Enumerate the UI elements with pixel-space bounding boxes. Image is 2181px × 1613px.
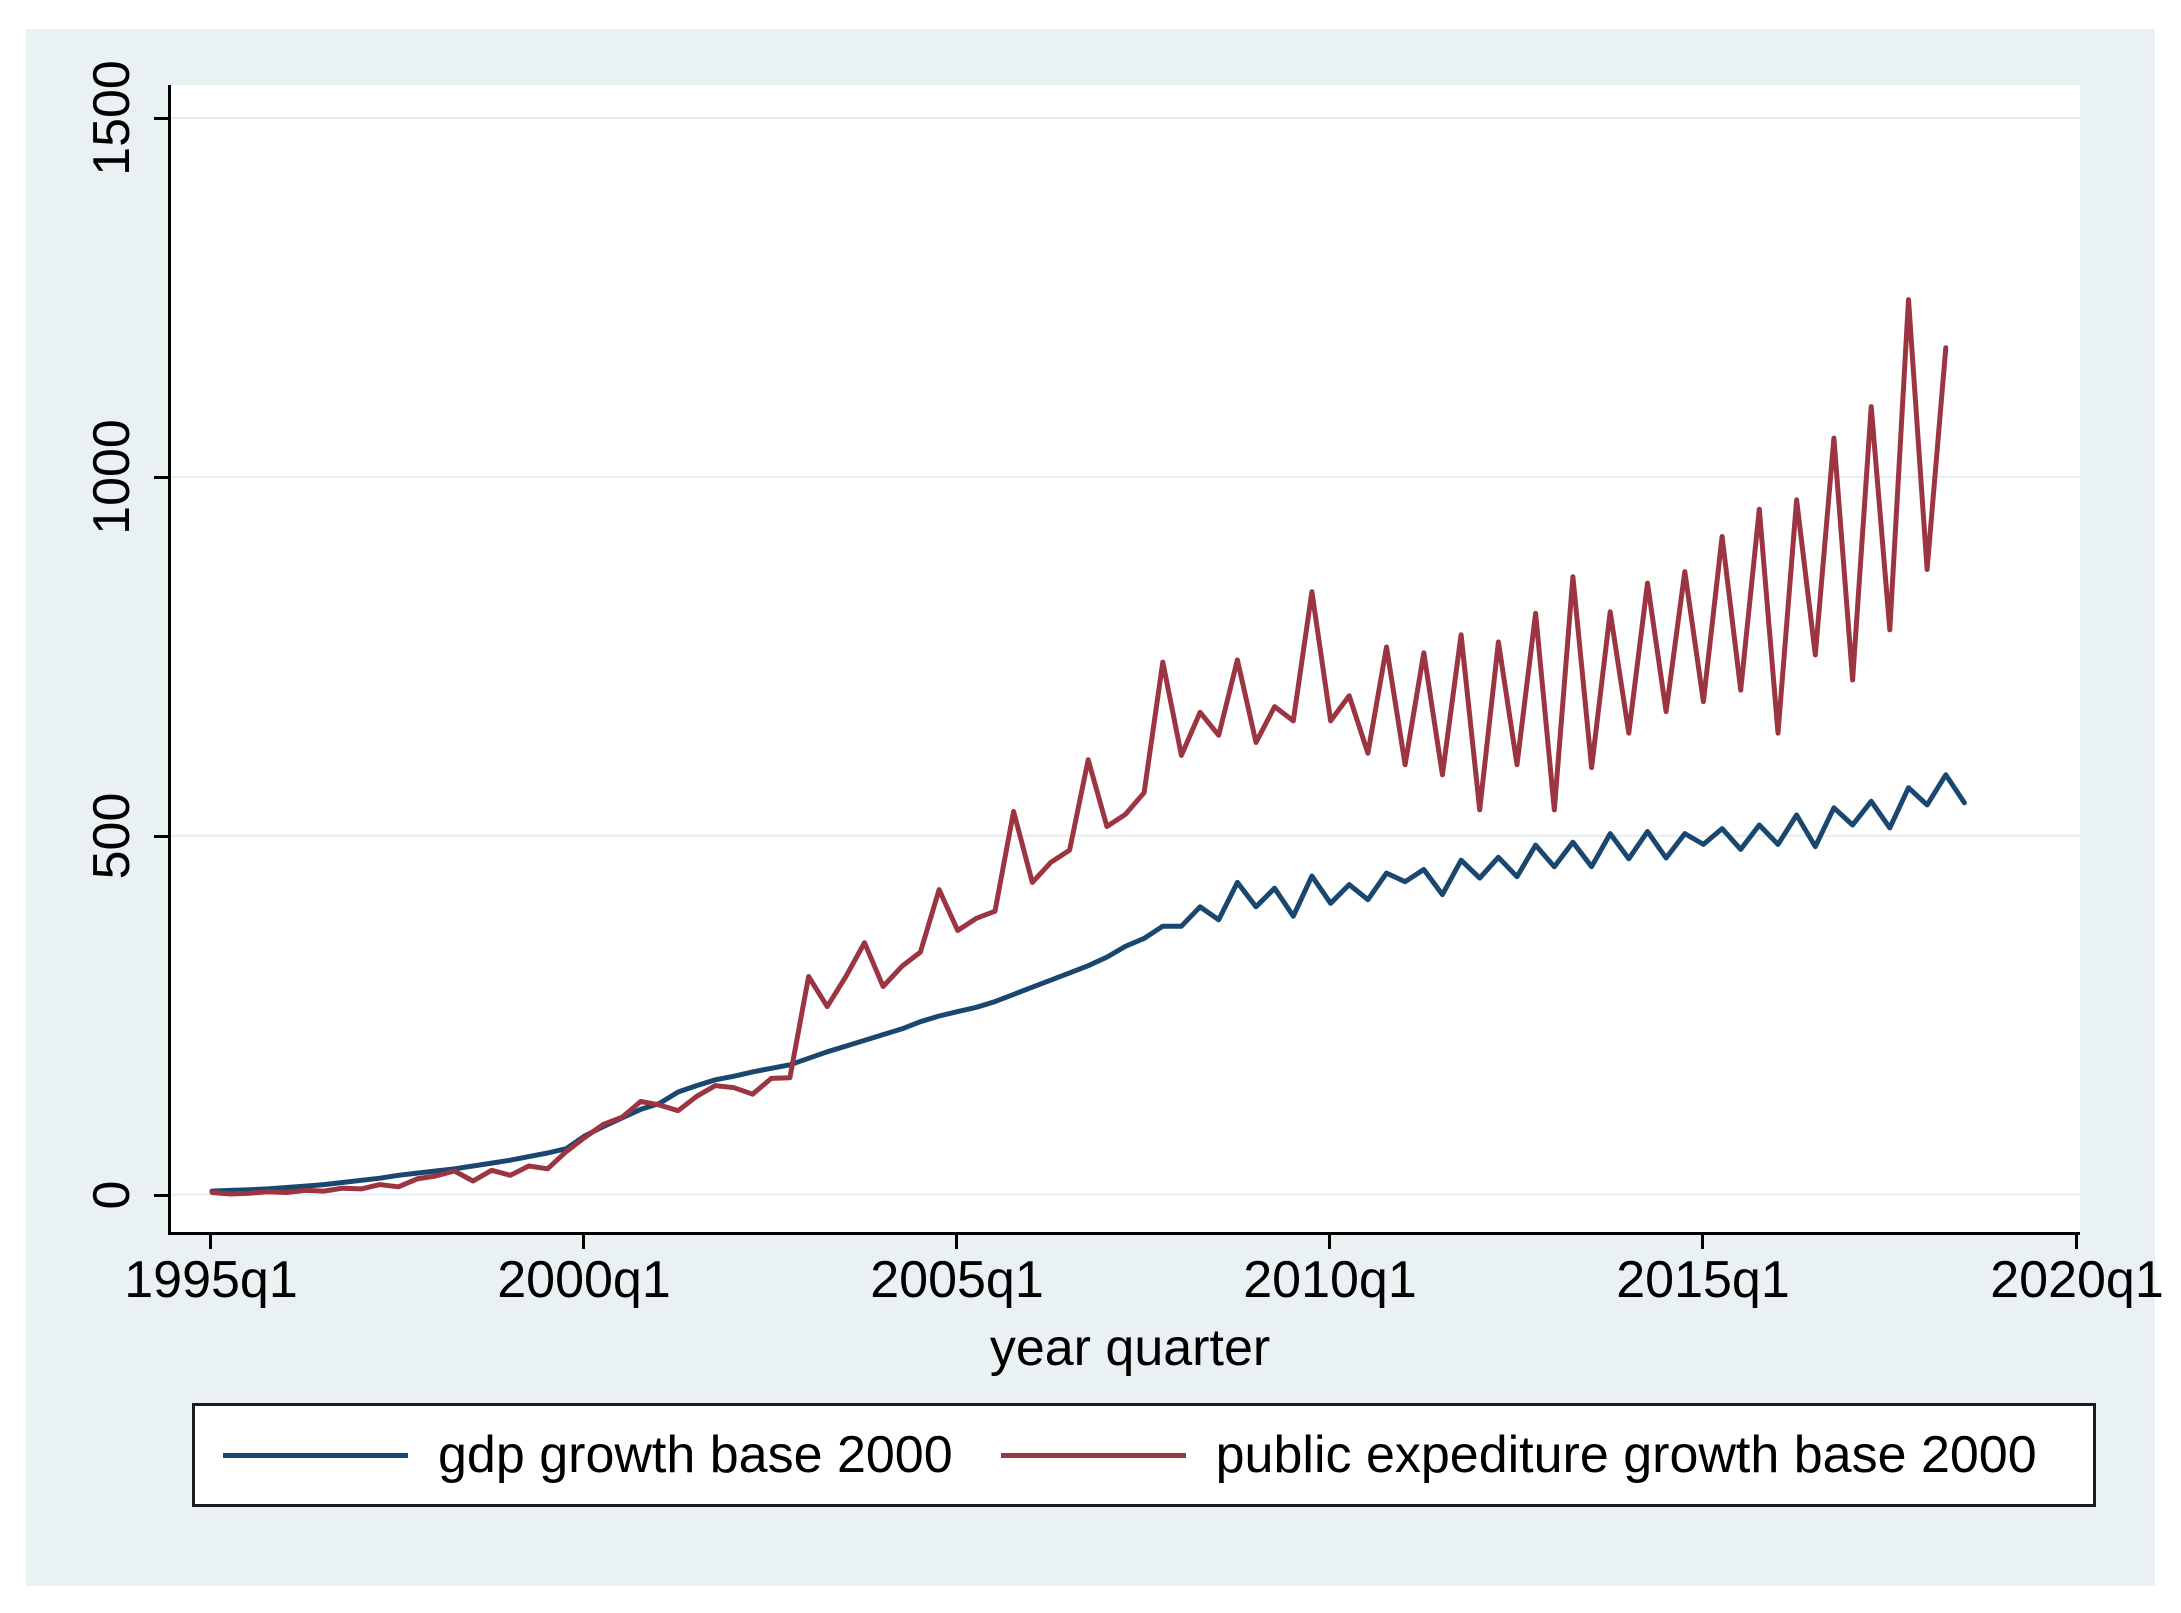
x-tick-label-2005q1: 2005q1 — [870, 1251, 1044, 1309]
y-tick-label-500: 500 — [83, 792, 141, 880]
y-tick-500 — [154, 835, 168, 838]
x-tick-label-2020q1: 2020q1 — [1990, 1251, 2164, 1309]
legend-item-expenditure: public expediture growth base 2000 — [1000, 1426, 2037, 1484]
legend: gdp growth base 2000 public expediture g… — [192, 1403, 2096, 1507]
y-tick-label-1000: 1000 — [83, 419, 141, 535]
legend-item-gdp: gdp growth base 2000 — [223, 1429, 953, 1481]
series-line — [209, 772, 1967, 1194]
y-tick-0 — [154, 1194, 168, 1197]
x-axis-title: year quarter — [989, 1319, 1271, 1377]
x-tick-2020q1 — [2075, 1235, 2078, 1249]
plot-area — [168, 85, 2080, 1235]
x-tick-2010q1 — [1328, 1235, 1331, 1249]
x-tick-label-2015q1: 2015q1 — [1616, 1251, 1790, 1309]
y-tick-1500 — [154, 117, 168, 120]
x-tick-label-2000q1: 2000q1 — [497, 1251, 671, 1309]
line-chart — [171, 117, 2080, 1197]
x-tick-1995q1 — [209, 1235, 212, 1249]
x-tick-label-2010q1: 2010q1 — [1243, 1251, 1417, 1309]
y-tick-1000 — [154, 476, 168, 479]
y-tick-label-1500: 1500 — [83, 60, 141, 176]
legend-label-expenditure: public expediture growth base 2000 — [1215, 1426, 2037, 1484]
legend-label-gdp: gdp growth base 2000 — [438, 1426, 953, 1484]
x-tick-2000q1 — [582, 1235, 585, 1249]
x-tick-2015q1 — [1701, 1235, 1704, 1249]
expenditure-line-sample-icon — [1000, 1452, 1186, 1458]
x-tick-label-1995q1: 1995q1 — [124, 1251, 298, 1309]
x-tick-2005q1 — [955, 1235, 958, 1249]
series-line — [209, 297, 1949, 1197]
gdp-line-sample-icon — [223, 1452, 408, 1458]
